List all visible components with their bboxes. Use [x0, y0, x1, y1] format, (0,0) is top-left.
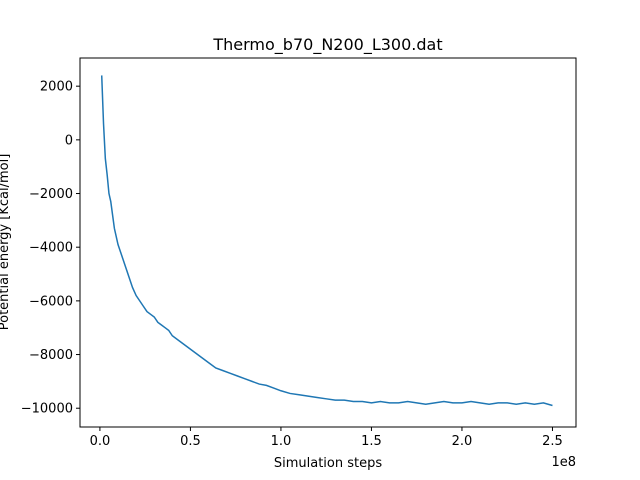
y-tick-label: −6000 [29, 294, 73, 309]
x-tick-label: 2.0 [452, 434, 473, 449]
x-tick-label: 2.5 [542, 434, 563, 449]
x-tick-label: 1.0 [271, 434, 292, 449]
x-tick-label: 0.0 [90, 434, 111, 449]
y-axis-ticks: −10000 −8000 −6000 −4000 −2000 0 2000 [21, 80, 80, 417]
x-offset-label: 1e8 [551, 455, 576, 470]
series-line [100, 75, 553, 407]
chart-title: Thermo_b70_N200_L300.dat [212, 35, 442, 55]
x-axis-ticks: 0.0 0.5 1.0 1.5 2.0 2.5 [90, 427, 563, 449]
y-tick-label: −2000 [29, 187, 73, 202]
y-tick-label: 0 [65, 133, 73, 148]
y-tick-label: 2000 [40, 80, 73, 95]
y-tick-label: −10000 [21, 402, 73, 417]
y-tick-label: −8000 [29, 348, 73, 363]
y-axis-label: Potential energy [Kcal/mol] [0, 154, 12, 331]
plot-frame [79, 57, 577, 428]
y-tick-label: −4000 [29, 241, 73, 256]
x-tick-label: 1.5 [361, 434, 382, 449]
x-tick-label: 0.5 [180, 434, 201, 449]
x-axis-label: Simulation steps [274, 456, 382, 471]
